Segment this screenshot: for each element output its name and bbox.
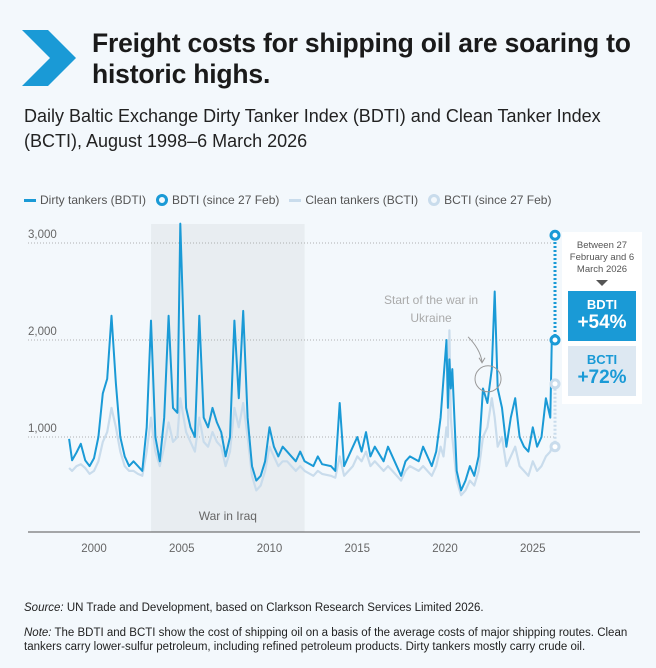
y-tick-label: 1,000 xyxy=(28,423,57,435)
note-text: The BDTI and BCTI show the cost of shipp… xyxy=(24,627,628,653)
marker-bdti-2026-02-27 xyxy=(549,334,561,346)
legend-label: Dirty tankers (BDTI) xyxy=(40,193,147,207)
legend-item-bcti: Clean tankers (BCTI) xyxy=(289,193,418,207)
annotation-text-line1: Start of the war in xyxy=(384,293,478,307)
legend-item-bdti: Dirty tankers (BDTI) xyxy=(24,193,146,207)
legend-item-bdti-since: BDTI (since 27 Feb) xyxy=(156,193,279,207)
annotation-circle xyxy=(474,365,502,393)
legend-label: BDTI (since 27 Feb) xyxy=(172,193,280,207)
annotation-text-line2: Ukraine xyxy=(410,311,452,325)
x-tick-label: 2015 xyxy=(344,543,370,555)
bdti-change-box: BDTI +54% xyxy=(568,291,636,341)
bcti-change-box: BCTI +72% xyxy=(568,346,636,396)
x-tick-label: 2010 xyxy=(257,543,283,555)
arrowhead-icon xyxy=(478,357,486,364)
footnote: Note: The BDTI and BCTI show the cost of… xyxy=(24,626,644,654)
y-tick-label: 2,000 xyxy=(28,326,57,338)
shaded-region-iraq-war xyxy=(151,224,305,532)
source-text: UN Trade and Development, based on Clark… xyxy=(63,602,484,614)
source-label: Source: xyxy=(24,602,64,614)
bdti-label: BDTI xyxy=(586,297,618,312)
marker-bdti-2026-03-06 xyxy=(549,229,561,241)
callout-period: Between 27 February and 6 March 2026 xyxy=(569,240,635,275)
line-chart: War in Iraq 1,000 2,000 3,000 2000 2005 2010 20… xyxy=(28,222,640,555)
annotation-arrow xyxy=(467,336,483,362)
marker-bcti-2026-02-27 xyxy=(549,441,561,453)
note-label: Note: xyxy=(24,627,52,639)
y-tick-label: 3,000 xyxy=(28,229,57,241)
bdti-change: +54% xyxy=(577,312,627,333)
legend-item-bcti-since: BCTI (since 27 Feb) xyxy=(428,193,551,207)
legend-label: BCTI (since 27 Feb) xyxy=(444,193,552,207)
bcti-change: +72% xyxy=(577,367,627,388)
triangle-down-icon xyxy=(596,280,608,286)
chevron-right-icon xyxy=(22,30,76,86)
marker-bcti-2026-03-06 xyxy=(549,378,561,390)
series-line-bdti xyxy=(68,222,553,492)
shaded-region-label: War in Iraq xyxy=(199,509,257,523)
x-tick-label: 2025 xyxy=(520,543,546,555)
chart-title: Freight costs for shipping oil are soari… xyxy=(92,28,631,89)
change-callout: Between 27 February and 6 March 2026 BDT… xyxy=(562,232,642,404)
series-line-bcti xyxy=(68,329,553,497)
x-tick-label: 2000 xyxy=(81,543,107,555)
legend: Dirty tankers (BDTI) BDTI (since 27 Feb)… xyxy=(24,193,555,207)
x-tick-label: 2005 xyxy=(169,543,195,555)
x-tick-label: 2020 xyxy=(432,543,458,555)
bcti-label: BCTI xyxy=(586,352,618,367)
chart-subtitle: Daily Baltic Exchange Dirty Tanker Index… xyxy=(24,106,601,151)
source-note: Source: UN Trade and Development, based … xyxy=(24,602,484,614)
legend-label: Clean tankers (BCTI) xyxy=(305,193,419,207)
